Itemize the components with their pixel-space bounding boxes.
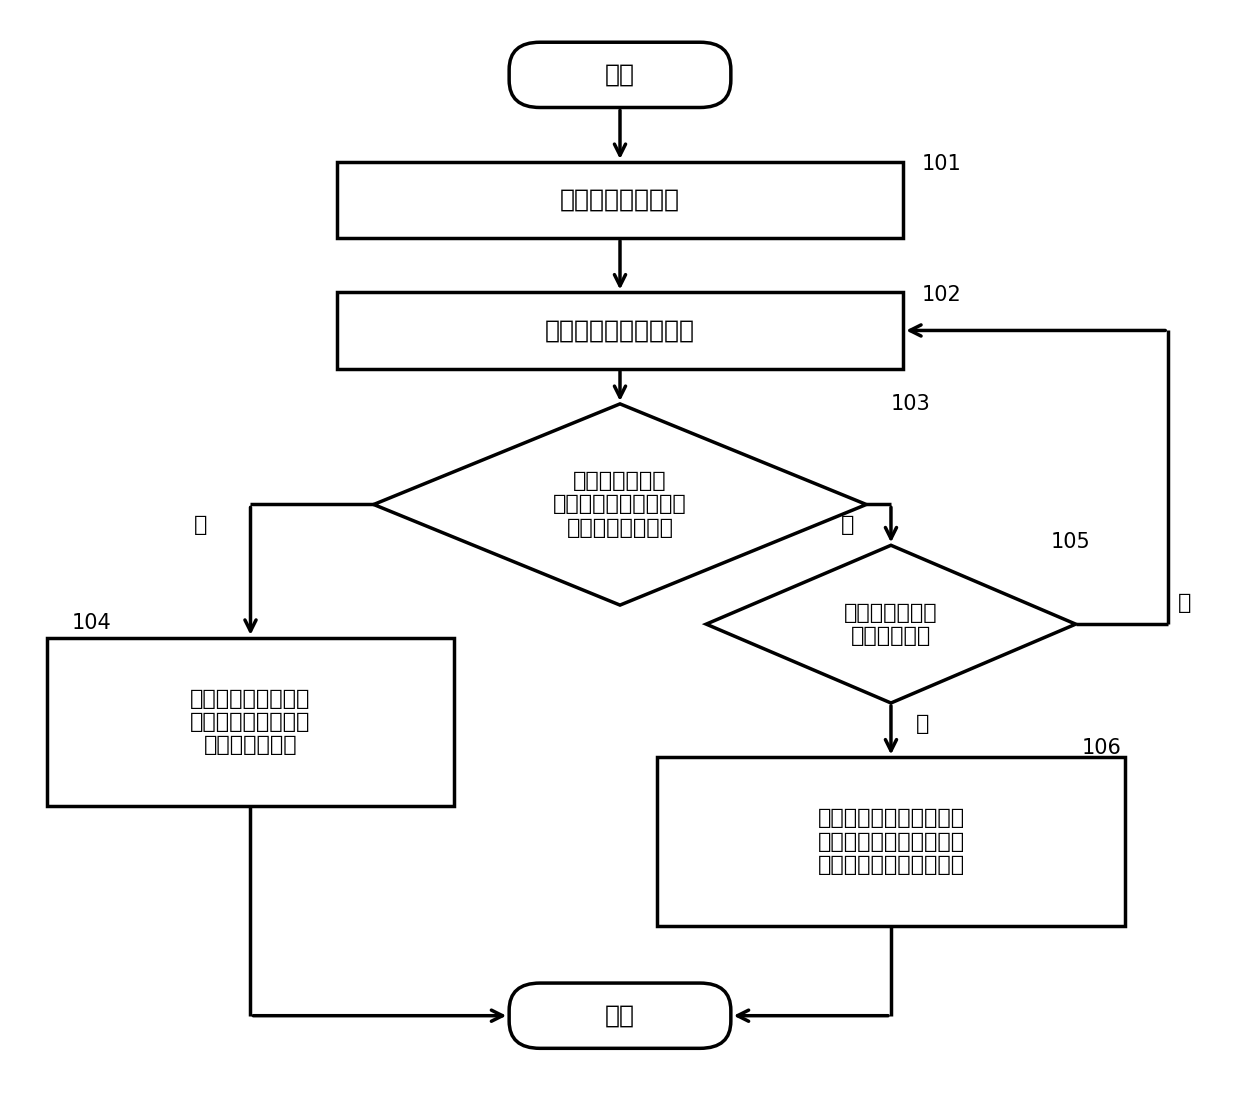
Text: 判断环境中是否
存在交互对象: 判断环境中是否 存在交互对象 [844, 603, 937, 646]
FancyBboxPatch shape [337, 293, 903, 368]
Text: 根据声音信号的来源
方向确定麦克风阵列
波束成型的角度: 根据声音信号的来源 方向确定麦克风阵列 波束成型的角度 [190, 688, 311, 755]
Text: 是: 是 [915, 713, 929, 734]
Text: 检测环境中的声音信号: 检测环境中的声音信号 [546, 319, 694, 342]
FancyBboxPatch shape [510, 983, 730, 1049]
Polygon shape [373, 404, 867, 605]
Polygon shape [707, 546, 1076, 703]
Text: 102: 102 [921, 285, 961, 305]
Text: 104: 104 [72, 614, 112, 633]
Text: 结束: 结束 [605, 1004, 635, 1028]
Text: 103: 103 [892, 393, 931, 413]
Text: 否: 否 [1178, 593, 1192, 614]
Text: 106: 106 [1081, 739, 1122, 758]
FancyBboxPatch shape [337, 162, 903, 238]
FancyBboxPatch shape [657, 757, 1125, 926]
Text: 确定交互对象的位置，根
据交互对象的位置确定麦
克风阵列波束成型的角度: 确定交互对象的位置，根 据交互对象的位置确定麦 克风阵列波束成型的角度 [817, 809, 965, 875]
FancyBboxPatch shape [510, 43, 730, 107]
Text: 判断是否检测到
声音信号且声音信号中
存在唤醒指示信息: 判断是否检测到 声音信号且声音信号中 存在唤醒指示信息 [553, 471, 687, 538]
Text: 101: 101 [921, 155, 961, 174]
FancyBboxPatch shape [47, 638, 454, 807]
Text: 否: 否 [841, 515, 854, 535]
Text: 105: 105 [1052, 532, 1091, 551]
Text: 开始: 开始 [605, 62, 635, 87]
Text: 进入人机交互状态: 进入人机交互状态 [560, 187, 680, 212]
Text: 是: 是 [193, 515, 207, 535]
